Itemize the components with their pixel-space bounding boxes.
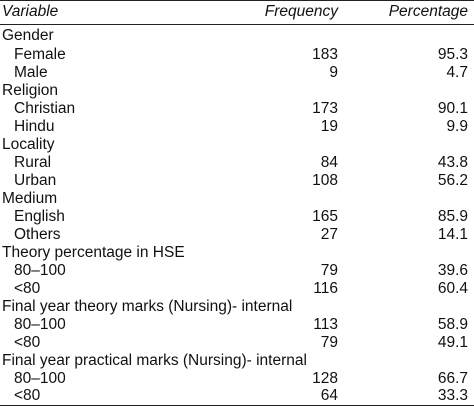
group-label-row: Religion <box>0 81 474 101</box>
row-percentage: 33.3 <box>437 387 468 404</box>
row-name: Christian <box>14 100 76 117</box>
row-percentage: 66.7 <box>437 370 468 387</box>
row-name: Rural <box>14 154 52 171</box>
row-name: 80–100 <box>14 262 66 279</box>
row-name: Male <box>14 64 48 81</box>
row-name: English <box>14 208 65 225</box>
group-label-row: Theory percentage in HSE <box>0 243 474 263</box>
group-label-row: Medium <box>0 189 474 209</box>
top-rule <box>0 0 474 1</box>
row-percentage: 4.7 <box>446 64 468 81</box>
row-percentage: 90.1 <box>437 100 468 117</box>
row-percentage: 39.6 <box>437 262 468 279</box>
group-label: Gender <box>2 27 54 44</box>
group-label: Theory percentage in HSE <box>2 244 185 261</box>
group-label: Final year practical marks (Nursing)- in… <box>2 352 307 369</box>
row-frequency: 27 <box>320 226 338 243</box>
row-percentage: 43.8 <box>437 154 468 171</box>
table-row: <80 116 60.4 <box>0 279 474 299</box>
header-row: Variable Frequency Percentage <box>0 2 474 22</box>
header-frequency: Frequency <box>264 3 338 20</box>
row-frequency: 84 <box>320 154 338 171</box>
row-name: <80 <box>14 280 41 297</box>
table-row: Male 9 4.7 <box>0 63 474 83</box>
group-label: Medium <box>2 190 58 207</box>
row-name: Hindu <box>14 118 55 135</box>
table-row: Female 183 95.3 <box>0 45 474 65</box>
row-frequency: 9 <box>329 64 338 81</box>
row-frequency: 173 <box>312 100 338 117</box>
table-row: Rural 84 43.8 <box>0 153 474 173</box>
row-percentage: 60.4 <box>437 280 468 297</box>
group-label: Final year theory marks (Nursing)- inter… <box>2 298 293 315</box>
row-name: <80 <box>14 387 41 404</box>
row-frequency: 128 <box>312 370 338 387</box>
row-frequency: 113 <box>313 316 338 333</box>
table-row: Others 27 14.1 <box>0 225 474 245</box>
table-row: Hindu 19 9.9 <box>0 117 474 137</box>
row-percentage: 49.1 <box>437 334 468 351</box>
row-name: <80 <box>14 334 41 351</box>
table-row: Christian 173 90.1 <box>0 99 474 119</box>
group-label-row: Final year practical marks (Nursing)- in… <box>0 351 474 371</box>
row-frequency: 79 <box>320 262 338 279</box>
table-row: 80–100 113 58.9 <box>0 315 474 335</box>
group-label-row: Locality <box>0 135 474 155</box>
group-label: Locality <box>2 136 55 153</box>
row-name: Female <box>14 46 66 63</box>
row-frequency: 108 <box>312 172 338 189</box>
row-frequency: 165 <box>312 208 338 225</box>
table-row: Urban 108 56.2 <box>0 171 474 191</box>
row-frequency: 19 <box>320 118 338 135</box>
row-percentage: 85.9 <box>437 208 468 225</box>
row-name: Urban <box>14 172 57 189</box>
group-label: Religion <box>2 82 59 99</box>
row-frequency: 116 <box>313 280 338 297</box>
table-row: <80 79 49.1 <box>0 333 474 353</box>
group-label-row: Final year theory marks (Nursing)- inter… <box>0 297 474 317</box>
row-percentage: 14.1 <box>437 226 468 243</box>
header-rule <box>0 24 474 25</box>
row-name: Others <box>14 226 61 243</box>
row-frequency: 183 <box>312 46 338 63</box>
header-variable: Variable <box>2 3 59 20</box>
row-percentage: 56.2 <box>437 172 468 189</box>
row-percentage: 95.3 <box>437 46 468 63</box>
row-frequency: 64 <box>320 387 338 404</box>
table-row: 80–100 128 66.7 <box>0 369 474 389</box>
row-name: 80–100 <box>14 370 66 387</box>
header-percentage: Percentage <box>388 3 468 20</box>
table-row: <80 64 33.3 <box>0 386 474 406</box>
group-label-row: Gender <box>0 26 474 46</box>
row-percentage: 58.9 <box>437 316 468 333</box>
row-percentage: 9.9 <box>446 118 468 135</box>
table-row: English 165 85.9 <box>0 207 474 227</box>
row-frequency: 79 <box>320 334 338 351</box>
table-row: 80–100 79 39.6 <box>0 261 474 281</box>
row-name: 80–100 <box>14 316 66 333</box>
